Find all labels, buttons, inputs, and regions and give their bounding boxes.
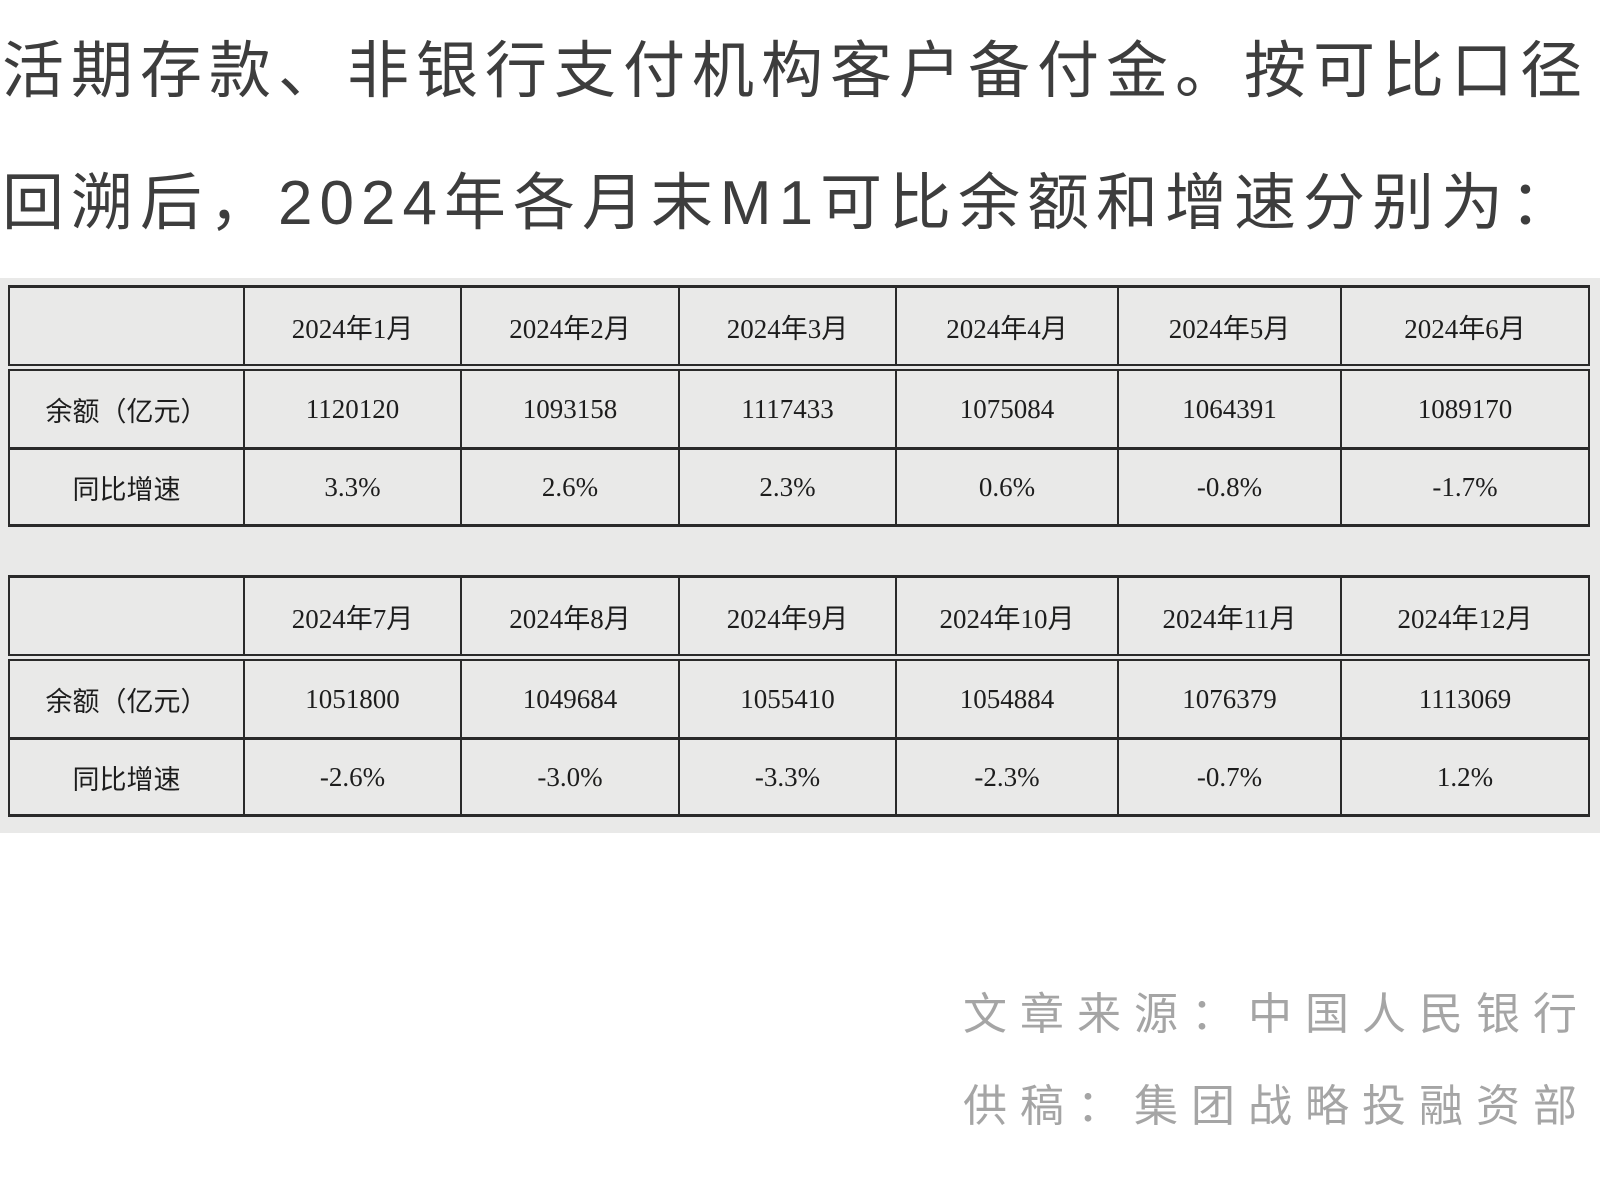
balance-cell: 1075084: [895, 366, 1119, 450]
month-header-cell: 2024年4月: [895, 285, 1119, 371]
balance-cell: 1049684: [460, 656, 680, 740]
growth-cell: -3.0%: [460, 737, 680, 817]
table-gap: [8, 527, 1590, 575]
m1-table-second-half: 2024年7月 2024年8月 2024年9月 2024年10月 2024年11…: [8, 575, 1590, 817]
contributor-line: 供稿：集团战略投融资部: [963, 1082, 1590, 1131]
balance-row: 余额（亿元） 1051800 1049684 1055410 1054884 1…: [8, 656, 1590, 740]
header-row: 2024年7月 2024年8月 2024年9月 2024年10月 2024年11…: [8, 575, 1590, 661]
growth-cell: -0.8%: [1117, 447, 1342, 527]
month-header-cell: 2024年2月: [460, 285, 680, 371]
balance-cell: 1076379: [1117, 656, 1342, 740]
balance-cell: 1064391: [1117, 366, 1342, 450]
intro-line-2: 回溯后，2024年各月末M1可比余额和增速分别为：: [2, 169, 1580, 238]
growth-cell: -2.3%: [895, 737, 1119, 817]
growth-row-label: 同比增速: [8, 447, 245, 527]
balance-cell: 1113069: [1340, 656, 1590, 740]
month-header-cell: 2024年3月: [678, 285, 897, 371]
balance-cell: 1120120: [243, 366, 462, 450]
balance-cell: 1051800: [243, 656, 462, 740]
growth-cell: 1.2%: [1340, 737, 1590, 817]
growth-cell: -1.7%: [1340, 447, 1590, 527]
growth-cell: 2.3%: [678, 447, 897, 527]
month-header-cell: 2024年11月: [1117, 575, 1342, 661]
growth-cell: -2.6%: [243, 737, 462, 817]
growth-cell: 2.6%: [460, 447, 680, 527]
balance-row: 余额（亿元） 1120120 1093158 1117433 1075084 1…: [8, 366, 1590, 450]
growth-cell: -0.7%: [1117, 737, 1342, 817]
balance-cell: 1089170: [1340, 366, 1590, 450]
growth-cell: 3.3%: [243, 447, 462, 527]
month-header-cell: 2024年8月: [460, 575, 680, 661]
balance-cell: 1117433: [678, 366, 897, 450]
intro-paragraph: 活期存款、非银行支付机构客户备付金。按可比口径 回溯后，2024年各月末M1可比…: [0, 0, 1600, 270]
month-header-cell: 2024年10月: [895, 575, 1119, 661]
month-header-cell: 2024年5月: [1117, 285, 1342, 371]
balance-cell: 1055410: [678, 656, 897, 740]
data-panel: 2024年1月 2024年2月 2024年3月 2024年4月 2024年5月 …: [0, 278, 1600, 833]
month-header-cell: 2024年1月: [243, 285, 462, 371]
month-header-cell: 2024年6月: [1340, 285, 1590, 371]
corner-cell: [8, 285, 245, 371]
month-header-cell: 2024年7月: [243, 575, 462, 661]
header-row: 2024年1月 2024年2月 2024年3月 2024年4月 2024年5月 …: [8, 285, 1590, 371]
article-source-line: 文章来源：中国人民银行: [963, 990, 1590, 1039]
balance-row-label: 余额（亿元）: [8, 656, 245, 740]
balance-row-label: 余额（亿元）: [8, 366, 245, 450]
growth-cell: 0.6%: [895, 447, 1119, 527]
corner-cell: [8, 575, 245, 661]
balance-cell: 1093158: [460, 366, 680, 450]
month-header-cell: 2024年9月: [678, 575, 897, 661]
balance-cell: 1054884: [895, 656, 1119, 740]
intro-line-1: 活期存款、非银行支付机构客户备付金。按可比口径: [2, 37, 1590, 106]
growth-row-label: 同比增速: [8, 737, 245, 817]
source-attribution: 文章来源：中国人民银行 供稿：集团战略投融资部: [0, 969, 1600, 1153]
growth-row: 同比增速 3.3% 2.6% 2.3% 0.6% -0.8% -1.7%: [8, 447, 1590, 527]
month-header-cell: 2024年12月: [1340, 575, 1590, 661]
growth-row: 同比增速 -2.6% -3.0% -3.3% -2.3% -0.7% 1.2%: [8, 737, 1590, 817]
m1-table-first-half: 2024年1月 2024年2月 2024年3月 2024年4月 2024年5月 …: [8, 285, 1590, 527]
growth-cell: -3.3%: [678, 737, 897, 817]
